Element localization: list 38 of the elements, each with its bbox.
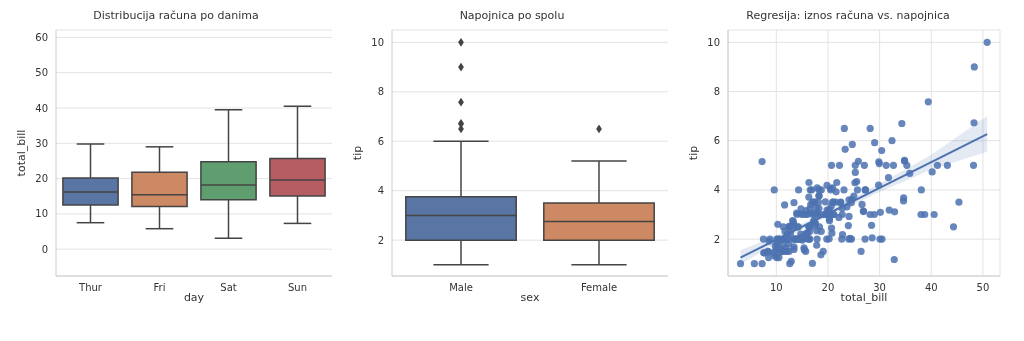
x-tick-label: 10 bbox=[769, 282, 783, 294]
x-tick-label: 50 bbox=[976, 282, 990, 294]
x-tick-label: Fri bbox=[153, 282, 166, 294]
chart-title: Regresija: iznos računa vs. napojnica bbox=[745, 8, 951, 24]
chart-title: Distribucija računa po danima bbox=[92, 8, 260, 24]
y-tick-label: 8 bbox=[713, 86, 720, 98]
y-tick-label: 30 bbox=[35, 137, 48, 149]
y-tick-label: 2 bbox=[377, 234, 384, 246]
y-axis-title: tip bbox=[686, 145, 700, 161]
x-tick-label: Male bbox=[449, 282, 473, 294]
x-tick-label: Female bbox=[580, 282, 618, 294]
y-tick-label: 6 bbox=[713, 135, 720, 147]
x-tick-label: 40 bbox=[924, 282, 938, 294]
y-axis-title: total_bill bbox=[14, 129, 28, 177]
y-tick-label: 4 bbox=[713, 184, 720, 196]
y-tick-label: 40 bbox=[35, 102, 48, 114]
x-axis-title: day bbox=[183, 291, 205, 304]
y-tick-label: 60 bbox=[35, 31, 48, 43]
x-tick-label: 20 bbox=[821, 282, 835, 294]
x-axis-title: total_bill bbox=[840, 291, 888, 304]
line-series bbox=[739, 133, 989, 259]
x-tick-label: Sun bbox=[287, 282, 308, 294]
x-tick-label: Sat bbox=[220, 282, 237, 294]
y-tick-label: 4 bbox=[377, 185, 384, 197]
y-tick-label: 0 bbox=[41, 243, 48, 255]
y-tick-label: 10 bbox=[35, 208, 48, 220]
y-tick-label: 20 bbox=[35, 173, 48, 185]
y-tick-label: 10 bbox=[707, 36, 720, 48]
x-tick-label: Thur bbox=[78, 282, 103, 294]
y-tick-label: 6 bbox=[377, 135, 384, 147]
y-axis-title: tip bbox=[350, 145, 364, 161]
y-tick-label: 50 bbox=[35, 67, 48, 79]
y-tick-label: 2 bbox=[713, 233, 720, 245]
y-tick-label: 10 bbox=[371, 36, 384, 48]
x-tick-label: 30 bbox=[873, 282, 886, 294]
chart-title: Napojnica po spolu bbox=[458, 8, 566, 24]
x-axis-title: sex bbox=[520, 291, 540, 304]
y-tick-label: 8 bbox=[377, 86, 384, 98]
